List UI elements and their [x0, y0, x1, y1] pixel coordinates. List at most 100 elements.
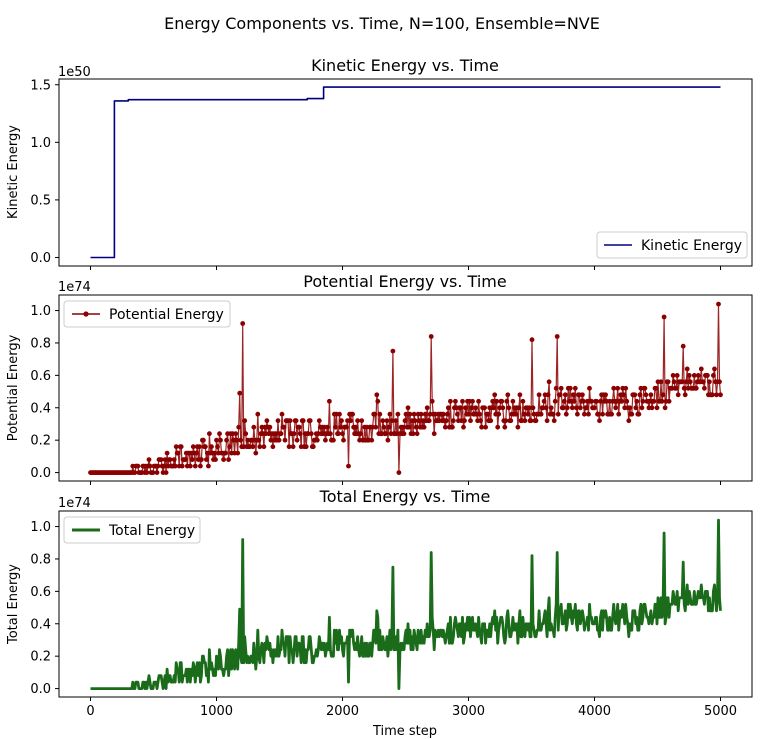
potential-data-point — [206, 463, 211, 469]
potential-data-point — [279, 411, 285, 417]
figure-suptitle: Energy Components vs. Time, N=100, Ensem… — [164, 14, 600, 33]
potential-data-point — [693, 385, 699, 391]
potential-data-point — [508, 418, 514, 424]
potential-data-point — [281, 424, 287, 430]
potential-data-point — [204, 457, 209, 462]
potential-data-point — [193, 450, 199, 456]
potential-data-point — [674, 373, 680, 378]
kinetic-ytick-label: 0.0 — [30, 251, 51, 266]
potential-data-point — [680, 343, 686, 349]
potential-data-point — [687, 379, 693, 385]
potential-data-point — [466, 411, 471, 417]
potential-data-point — [444, 411, 450, 417]
potential-data-point — [461, 424, 466, 430]
potential-data-point — [383, 431, 389, 437]
potential-data-point — [621, 392, 627, 398]
potential-data-point — [234, 437, 240, 443]
potential-data-point — [526, 405, 532, 411]
potential-data-point — [412, 418, 418, 424]
potential-data-point — [213, 457, 218, 462]
potential-data-point — [648, 392, 654, 398]
potential-data-point — [546, 379, 552, 385]
potential-data-point — [458, 405, 463, 411]
potential-data-point — [189, 457, 195, 462]
potential-data-point — [380, 418, 386, 424]
potential-data-point — [182, 457, 188, 462]
potential-data-point — [718, 392, 723, 398]
potential-data-point — [373, 424, 379, 430]
potential-data-point — [587, 385, 592, 391]
potential-data-point — [223, 450, 229, 456]
total-legend-label: Total Energy — [108, 523, 195, 539]
potential-data-point — [340, 431, 345, 437]
potential-data-point — [331, 437, 336, 443]
potential-data-point — [429, 398, 435, 404]
potential-data-point — [555, 411, 561, 417]
potential-data-point — [242, 418, 248, 424]
potential-data-point — [462, 418, 467, 424]
potential-data-point — [198, 463, 203, 469]
potential-data-point — [386, 424, 392, 430]
kinetic-ytick-label: 1.0 — [30, 136, 51, 151]
potential-data-point — [294, 437, 300, 443]
potential-data-point — [569, 405, 575, 411]
potential-data-point — [163, 470, 169, 475]
potential-data-point — [226, 457, 232, 462]
potential-data-point — [374, 392, 380, 398]
potential-data-point — [440, 411, 446, 417]
potential-data-point — [496, 411, 502, 417]
potential-data-point — [190, 444, 196, 450]
potential-data-point — [282, 437, 288, 443]
potential-data-point — [179, 463, 185, 469]
potential-data-point — [328, 431, 333, 437]
potential-data-point — [550, 411, 556, 417]
potential-data-point — [654, 405, 660, 411]
potential-data-point — [421, 424, 427, 430]
potential-data-point — [251, 424, 257, 430]
potential-panel-title: Potential Energy vs. Time — [303, 272, 506, 291]
potential-data-point — [548, 405, 554, 411]
potential-data-point — [662, 405, 668, 411]
potential-data-point — [387, 411, 393, 417]
potential-offset-label: 1e74 — [58, 280, 91, 295]
potential-data-point — [578, 405, 583, 411]
potential-data-point — [660, 392, 666, 398]
potential-data-point — [529, 337, 535, 343]
potential-data-point — [286, 444, 292, 450]
total-ytick-label: 1.0 — [30, 520, 51, 535]
potential-data-point — [670, 373, 676, 378]
potential-data-point — [503, 418, 509, 424]
potential-data-point — [385, 437, 391, 443]
potential-data-point — [581, 398, 586, 404]
potential-data-point — [541, 398, 547, 404]
potential-data-point — [533, 418, 539, 424]
potential-data-point — [649, 405, 655, 411]
potential-data-point — [598, 398, 603, 404]
potential-data-point — [517, 392, 523, 398]
potential-data-point — [199, 457, 204, 462]
potential-data-point — [624, 398, 630, 404]
potential-data-point — [300, 418, 306, 424]
potential-data-point — [442, 424, 448, 430]
potential-data-point — [267, 424, 273, 430]
potential-data-point — [521, 411, 527, 417]
potential-data-point — [250, 444, 256, 450]
potential-data-point — [402, 418, 408, 424]
potential-data-point — [530, 405, 536, 411]
potential-data-point — [287, 418, 293, 424]
total-series-line — [90, 518, 722, 690]
potential-data-point — [209, 444, 214, 450]
potential-data-point — [240, 321, 246, 326]
potential-data-point — [491, 405, 497, 411]
potential-data-point — [257, 444, 263, 450]
potential-data-point — [389, 418, 395, 424]
potential-data-point — [580, 392, 585, 398]
potential-data-point — [150, 470, 156, 475]
potential-data-point — [500, 405, 506, 411]
potential-data-point — [586, 411, 591, 417]
potential-ytick-label: 0.4 — [30, 401, 51, 416]
potential-data-point — [207, 431, 212, 437]
potential-data-point — [682, 392, 688, 398]
potential-data-point — [336, 431, 341, 437]
total-ytick-label: 0.4 — [30, 617, 51, 632]
